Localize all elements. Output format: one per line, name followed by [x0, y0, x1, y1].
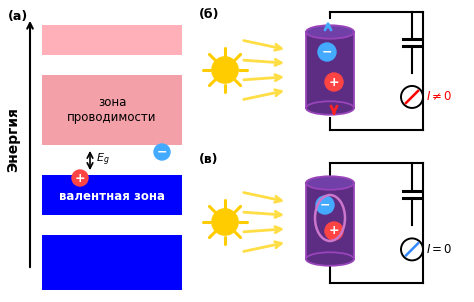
Circle shape [72, 170, 88, 186]
Bar [306, 183, 354, 259]
Ellipse shape [306, 252, 354, 266]
Circle shape [318, 43, 336, 61]
Circle shape [325, 73, 343, 91]
Circle shape [316, 196, 334, 214]
Bar [42, 25, 182, 55]
Bar [306, 32, 354, 108]
Circle shape [212, 209, 238, 235]
Circle shape [401, 86, 423, 108]
Ellipse shape [306, 176, 354, 190]
Text: −: − [320, 198, 330, 211]
Text: +: + [75, 172, 85, 185]
Bar [42, 75, 182, 145]
Text: +: + [328, 76, 339, 88]
Text: (а): (а) [8, 10, 28, 23]
Text: −: − [157, 146, 167, 159]
Bar [42, 235, 182, 290]
Text: −: − [322, 46, 332, 59]
Circle shape [154, 144, 170, 160]
Text: зона
проводимости: зона проводимости [67, 96, 157, 124]
Text: $E_g$: $E_g$ [96, 152, 109, 168]
Ellipse shape [306, 101, 354, 115]
Ellipse shape [306, 25, 354, 39]
Text: +: + [328, 224, 339, 237]
Bar [42, 175, 182, 215]
Text: $I = 0$: $I = 0$ [426, 243, 453, 256]
Circle shape [212, 57, 238, 83]
Text: (б): (б) [199, 8, 219, 21]
Text: валентная зона: валентная зона [59, 189, 165, 203]
Text: Энергия: Энергия [6, 108, 20, 172]
Text: $I \neq 0$: $I \neq 0$ [426, 91, 453, 104]
Circle shape [401, 238, 423, 260]
Text: (в): (в) [199, 153, 219, 166]
Circle shape [325, 222, 343, 240]
